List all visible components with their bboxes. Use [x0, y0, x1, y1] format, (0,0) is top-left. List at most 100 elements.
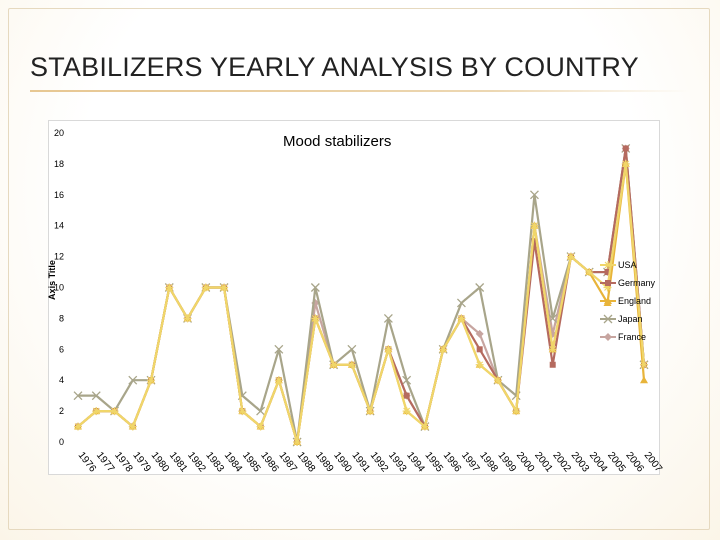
data-point: [383, 313, 393, 323]
x-tick-label: 1990: [331, 450, 354, 475]
data-point: [256, 406, 266, 416]
data-point: [475, 329, 484, 338]
y-tick-label: 2: [59, 406, 64, 416]
data-point: [92, 407, 101, 416]
data-point: [403, 392, 410, 399]
y-tick-label: 8: [59, 313, 64, 323]
y-tick-label: 6: [59, 344, 64, 354]
data-point: [640, 360, 648, 369]
data-point: [604, 269, 611, 276]
legend-item-usa: USA: [600, 258, 660, 276]
data-point: [622, 145, 629, 152]
data-point: [457, 314, 466, 323]
data-point: [147, 376, 156, 385]
x-tick-label: 1984: [222, 450, 245, 475]
y-tick-label: 20: [54, 128, 64, 138]
data-point: [274, 344, 284, 354]
y-axis-title: Axis Title: [47, 260, 57, 300]
legend-swatch-england: [600, 297, 616, 304]
data-point: [256, 422, 265, 431]
data-point: [640, 376, 648, 384]
data-point: [456, 298, 466, 308]
data-point: [548, 313, 558, 323]
data-point: [74, 422, 82, 431]
data-point: [128, 375, 138, 385]
legend-swatch-france: [600, 333, 616, 341]
x-tick-label: 1977: [94, 450, 117, 475]
x-tick-label: 1979: [130, 450, 153, 475]
legend-marker: [604, 261, 612, 269]
y-tick-label: 14: [54, 221, 64, 231]
x-tick-label: 2003: [569, 450, 592, 475]
data-point: [110, 407, 119, 416]
data-point: [384, 345, 393, 354]
y-tick-label: 16: [54, 190, 64, 200]
legend-swatch-japan: [600, 314, 616, 324]
data-point: [475, 360, 484, 369]
y-tick-label: 10: [54, 283, 64, 293]
data-point: [476, 346, 483, 353]
legend-marker: [604, 333, 612, 341]
legend-item-france: France: [600, 330, 660, 348]
legend-label: England: [618, 296, 652, 306]
legend: USA Germany England Japan France: [600, 258, 660, 348]
x-tick-label: 2007: [642, 450, 665, 475]
data-point: [347, 360, 356, 369]
x-tick-label: 2004: [587, 450, 610, 475]
x-tick-label: 1978: [112, 450, 135, 475]
data-point: [531, 238, 538, 245]
data-point: [621, 159, 630, 168]
x-tick-label: 1998: [477, 450, 500, 475]
data-point: [530, 221, 539, 230]
data-point: [329, 360, 338, 369]
x-tick-label: 1986: [258, 450, 281, 475]
legend-label: France: [618, 332, 647, 342]
legend-marker: [603, 314, 613, 324]
legend-item-japan: Japan: [600, 312, 660, 330]
data-point: [475, 283, 485, 292]
data-point: [603, 283, 612, 292]
x-tick-label: 2000: [514, 450, 537, 475]
data-point: [293, 438, 302, 446]
x-tick-label: 2002: [550, 450, 573, 475]
legend-swatch-germany: [600, 280, 616, 286]
y-tick-label: 0: [59, 437, 64, 447]
legend-item-england: England: [600, 294, 660, 312]
x-tick-label: 1996: [441, 450, 464, 475]
x-tick-label: 1997: [459, 450, 482, 475]
data-point: [311, 314, 320, 323]
legend-label: Japan: [618, 314, 643, 324]
series-line: [78, 147, 646, 444]
series-usa: [74, 159, 648, 446]
data-point: [201, 283, 210, 292]
data-point: [402, 375, 412, 385]
series-france: [74, 144, 648, 446]
x-tick-label: 1988: [295, 450, 318, 475]
data-point: [439, 345, 448, 354]
y-tick-label: 12: [54, 252, 64, 262]
data-point: [549, 361, 556, 368]
data-point: [220, 283, 229, 292]
x-tick-label: 2005: [605, 450, 628, 475]
title-underline: [30, 90, 690, 92]
slide-title: STABILIZERS YEARLY ANALYSIS BY COUNTRY: [30, 52, 639, 82]
legend-label: Germany: [618, 278, 656, 288]
data-point: [347, 344, 357, 354]
legend-marker: [605, 280, 611, 286]
x-tick-label: 1995: [423, 450, 446, 475]
x-tick-label: 1993: [386, 450, 409, 475]
data-point: [274, 376, 283, 385]
legend-item-germany: Germany: [600, 276, 660, 294]
data-point: [366, 407, 375, 416]
x-tick-label: 1983: [203, 450, 226, 475]
data-point: [493, 376, 502, 385]
data-point: [310, 283, 320, 292]
data-point: [512, 407, 521, 416]
data-point: [420, 422, 429, 431]
data-point: [529, 190, 539, 200]
legend-label: USA: [618, 260, 637, 270]
data-point: [548, 345, 557, 354]
data-point: [585, 268, 594, 277]
